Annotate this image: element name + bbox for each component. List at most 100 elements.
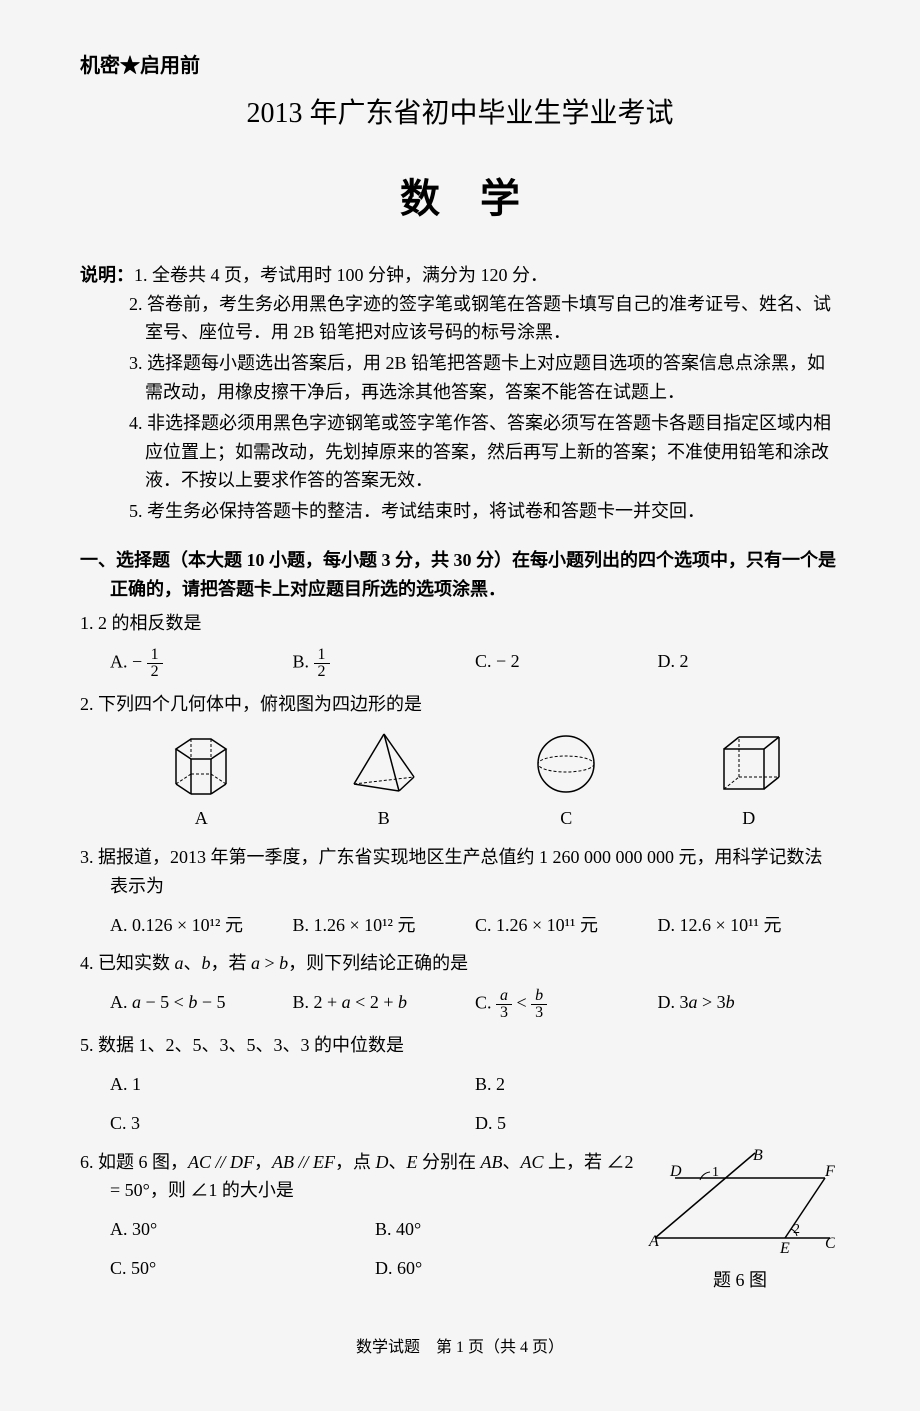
q4B-4: b	[398, 992, 407, 1012]
q1-optA-num: 1	[147, 647, 163, 664]
question-3: 3. 据报道，2013 年第一季度，广东省实现地区生产总值约 1 260 000…	[80, 843, 840, 901]
q1-optB: B. 12	[293, 647, 476, 680]
q4B-1: B. 2 +	[293, 992, 342, 1012]
triangular-pyramid-icon	[344, 729, 424, 799]
q6-t10: AB	[480, 1152, 502, 1172]
confidential-label: 机密★启用前	[80, 50, 840, 82]
question-1: 1. 2 的相反数是	[80, 609, 840, 638]
q3-optD: D. 12.6 × 10¹¹ 元	[658, 911, 841, 940]
q4-optB: B. 2 + a < 2 + b	[293, 988, 476, 1021]
instructions-block: 说明：1. 全卷共 4 页，考试用时 100 分钟，满分为 120 分． 2. …	[80, 261, 840, 526]
q6-optD: D. 60°	[375, 1254, 640, 1283]
q2-shape-A: A	[161, 729, 241, 833]
q4-t9: ，则下列结论正确的是	[288, 953, 468, 973]
q1-optB-prefix: B.	[293, 652, 314, 672]
q6-options-1: A. 30° B. 40°	[80, 1215, 640, 1244]
q1-optB-num: 1	[314, 647, 330, 664]
q1-optA-den: 2	[147, 664, 163, 680]
q2-label-C: C	[526, 804, 606, 833]
q4-t6: a	[251, 953, 260, 973]
q4-optD: D. 3a > 3b	[658, 988, 841, 1021]
q4B-3: < 2 +	[351, 992, 398, 1012]
q6-t5: ，点	[335, 1152, 376, 1172]
q4C-d1: 3	[496, 1005, 512, 1021]
q2-label-D: D	[709, 804, 789, 833]
instruction-label: 说明：	[80, 265, 134, 285]
q4-t4: b	[202, 953, 211, 973]
q6-container: 6. 如题 6 图，AC // DF，AB // EF，点 D 、 E 分别在 AB…	[80, 1148, 840, 1296]
q6-t11: 、	[502, 1152, 520, 1172]
q4-t8: b	[279, 953, 288, 973]
q4A-5: − 5	[197, 992, 225, 1012]
q6-text-block: 6. 如题 6 图，AC // DF，AB // EF，点 D、E 分别在 AB…	[80, 1148, 640, 1296]
q1-optA: A. − 12	[110, 647, 293, 680]
q6-t3: ，	[254, 1152, 272, 1172]
q5-options-2: C. 3 D. 5	[80, 1109, 840, 1138]
q4-t5: ，若	[211, 953, 252, 973]
q4C-n1: a	[496, 988, 512, 1005]
q6-lblC: C	[825, 1235, 835, 1252]
q4C-n2: b	[531, 988, 547, 1005]
subject-title: 数学	[80, 167, 840, 231]
q5-optA: A. 1	[110, 1070, 475, 1099]
instruction-1: 说明：1. 全卷共 4 页，考试用时 100 分钟，满分为 120 分．	[80, 261, 840, 290]
instruction-5: 5. 考生务必保持答题卡的整洁．考试结束时，将试卷和答题卡一并交回．	[80, 497, 840, 526]
q6-fig-label: 题 6 图	[640, 1266, 840, 1295]
q1-options: A. − 12 B. 12 C. − 2 D. 2	[80, 647, 840, 680]
q4-t3: 、	[184, 953, 202, 973]
q4C-d2: 3	[531, 1005, 547, 1021]
section-header: 一、选择题（本大题 10 小题，每小题 3 分，共 30 分）在每小题列出的四个…	[80, 546, 840, 604]
question-4: 4. 已知实数 a、b，若 a > b，则下列结论正确的是	[80, 949, 840, 978]
q4A-3: − 5 <	[141, 992, 188, 1012]
q4-t7: >	[260, 953, 279, 973]
q4B-2: a	[342, 992, 351, 1012]
main-title: 2013 年广东省初中毕业生学业考试	[80, 92, 840, 137]
q6-options-2: C. 50° D. 60°	[80, 1254, 640, 1283]
q4D-3: > 3	[698, 992, 726, 1012]
q3-options: A. 0.126 × 10¹² 元 B. 1.26 × 10¹² 元 C. 1.…	[80, 911, 840, 940]
q6-t8: E	[406, 1152, 417, 1172]
page-footer: 数学试题 第 1 页（共 4 页）	[80, 1335, 840, 1361]
q6-figure: A B C D E F 1 2 题 6 图	[640, 1148, 840, 1296]
q4C-1: C.	[475, 993, 496, 1013]
q5-optD: D. 5	[475, 1109, 840, 1138]
q2-shape-B: B	[344, 729, 424, 833]
q6-t9: 分别在	[417, 1152, 480, 1172]
instruction-2: 2. 答卷前，考生务必用黑色字迹的签字笔或钢笔在答题卡填写自己的准考证号、姓名、…	[80, 290, 840, 348]
q3-optB: B. 1.26 × 10¹² 元	[293, 911, 476, 940]
q6-diagram-icon: A B C D E F 1 2	[645, 1148, 835, 1258]
q4D-4: b	[726, 992, 735, 1012]
hexagonal-prism-icon	[161, 729, 241, 799]
q3-optA: A. 0.126 × 10¹² 元	[110, 911, 293, 940]
instruction-3: 3. 选择题每小题选出答案后，用 2B 铅笔把答题卡上对应题目选项的答案信息点涂…	[80, 349, 840, 407]
q5-optB: B. 2	[475, 1070, 840, 1099]
q6-t1: 6. 如题 6 图，	[80, 1152, 188, 1172]
q4D-1: D. 3	[658, 992, 689, 1012]
q4-t1: 4. 已知实数	[80, 953, 175, 973]
q6-lblF: F	[824, 1163, 835, 1180]
question-2: 2. 下列四个几何体中，俯视图为四边形的是	[80, 690, 840, 719]
sphere-icon	[526, 729, 606, 799]
q4-options: A. a − 5 < b − 5 B. 2 + a < 2 + b C. a3 …	[80, 988, 840, 1021]
q1-optA-prefix: A. −	[110, 652, 147, 672]
q6-t2: AC // DF	[188, 1152, 254, 1172]
q6-optA: A. 30°	[110, 1215, 375, 1244]
q6-lblD: D	[669, 1163, 682, 1180]
q4-t2: a	[175, 953, 184, 973]
q4C-m: <	[512, 993, 531, 1013]
q4A-2: a	[132, 992, 141, 1012]
q2-shape-C: C	[526, 729, 606, 833]
q1-optD: D. 2	[658, 647, 841, 680]
q6-optB: B. 40°	[375, 1215, 640, 1244]
q4A-4: b	[188, 992, 197, 1012]
q6-t4: AB // EF	[272, 1152, 335, 1172]
q6-optC: C. 50°	[110, 1254, 375, 1283]
question-5: 5. 数据 1、2、5、3、5、3、3 的中位数是	[80, 1031, 840, 1060]
instruction-text-1: 1. 全卷共 4 页，考试用时 100 分钟，满分为 120 分．	[134, 265, 548, 285]
q2-label-A: A	[161, 804, 241, 833]
q4D-2: a	[689, 992, 698, 1012]
question-6: 6. 如题 6 图，AC // DF，AB // EF，点 D、E 分别在 AB…	[80, 1148, 640, 1206]
q5-options-1: A. 1 B. 2	[80, 1070, 840, 1099]
q1-optB-den: 2	[314, 664, 330, 680]
q6-lblA: A	[648, 1233, 659, 1250]
